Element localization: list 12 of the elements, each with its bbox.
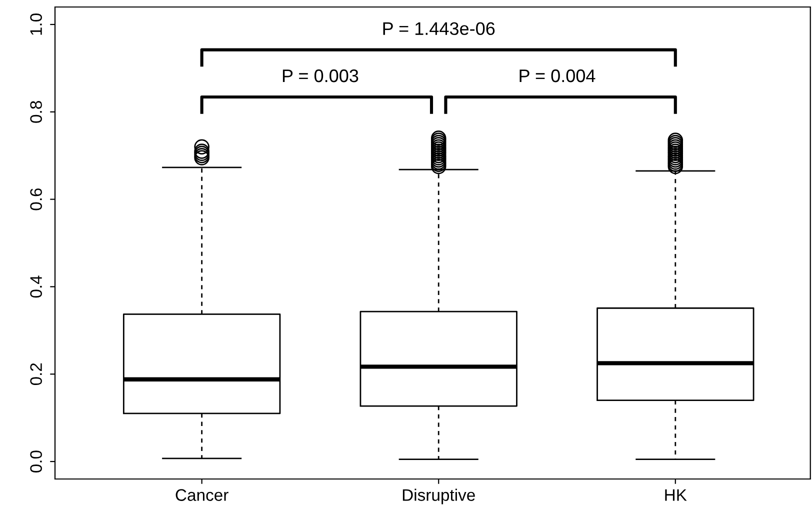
x-tick-label: Disruptive <box>402 488 475 504</box>
y-tick-label: 0.8 <box>30 101 42 123</box>
y-tick-label: 0.6 <box>30 188 42 210</box>
annotation: P = 0.004 <box>520 69 596 82</box>
annotation: P = 0.003 <box>282 69 358 82</box>
x-tick-label: Cancer <box>176 489 228 501</box>
x-tick-label: HK <box>665 489 687 501</box>
y-tick-label: 0.0 <box>30 450 42 472</box>
y-tick-label: 0.2 <box>30 363 42 386</box>
y-tick-label: 0.4 <box>30 276 42 298</box>
y-tick-label: 1.0 <box>30 14 42 35</box>
annotation: P = 1.443e-06 <box>383 22 495 36</box>
